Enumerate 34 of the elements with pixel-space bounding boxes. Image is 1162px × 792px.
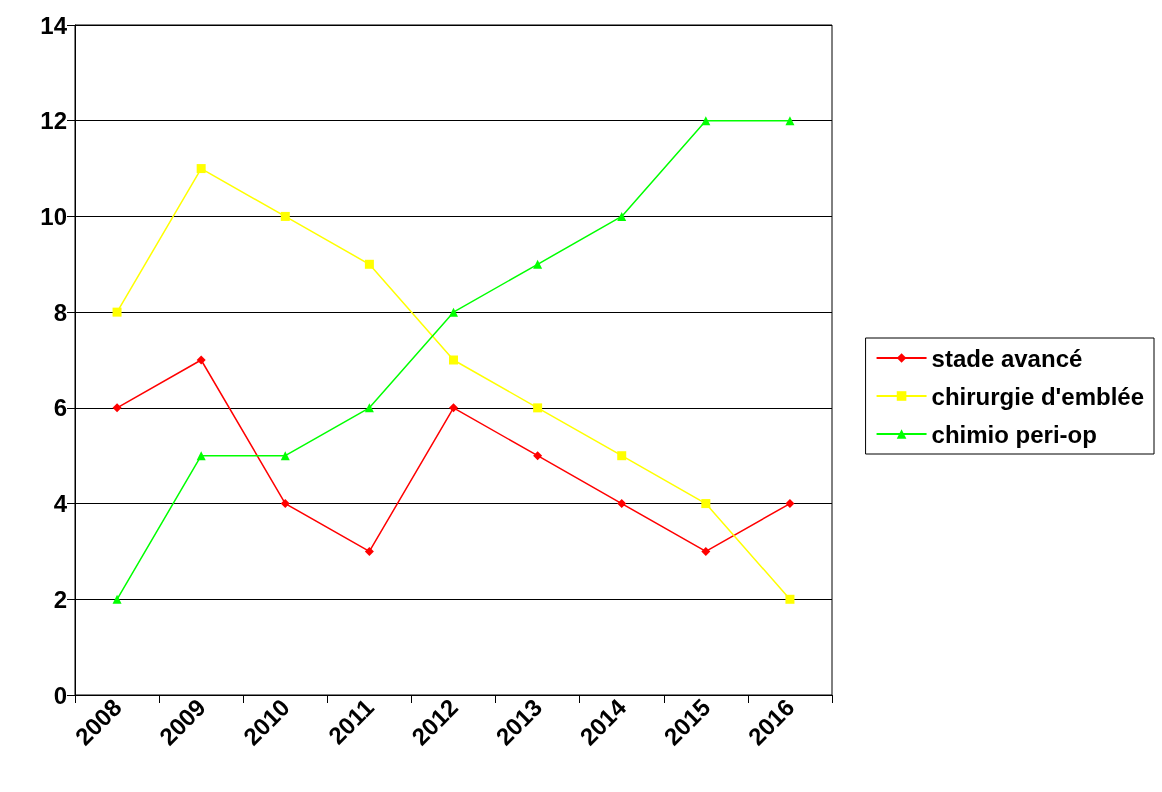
point (196, 164, 206, 174)
point (617, 451, 627, 461)
point (785, 594, 795, 604)
point (617, 499, 627, 509)
point (449, 307, 458, 317)
y-tick-label: 10 (40, 202, 67, 230)
y-tick-label: 0 (53, 681, 67, 709)
y-tick-label: 6 (53, 394, 67, 422)
point (280, 499, 290, 509)
legend-label: chimio peri-op (931, 420, 1097, 448)
y-tick-label: 12 (40, 107, 67, 135)
point (112, 403, 122, 413)
point (196, 355, 206, 365)
point (617, 211, 627, 221)
y-tick-label: 8 (53, 298, 67, 326)
point (112, 594, 122, 604)
point (533, 403, 543, 413)
point (701, 499, 711, 509)
point (701, 546, 711, 556)
legend-label: chirurgie d'emblée (931, 382, 1144, 410)
point (449, 403, 458, 413)
point (364, 259, 374, 269)
point (112, 307, 122, 317)
point (785, 499, 795, 509)
point (533, 259, 543, 269)
y-tick-label: 2 (53, 585, 67, 613)
legend-label: stade avancé (931, 344, 1083, 372)
point (280, 211, 290, 221)
point (533, 451, 543, 461)
point (785, 116, 795, 126)
point (364, 546, 374, 556)
y-tick-label: 4 (53, 490, 68, 518)
point (449, 355, 458, 365)
y-tick-label: 14 (40, 11, 68, 39)
